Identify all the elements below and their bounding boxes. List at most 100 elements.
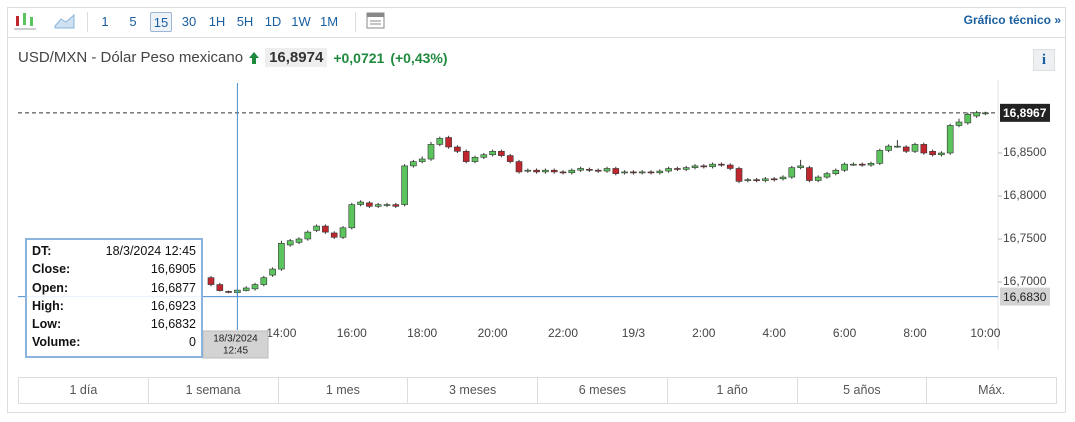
candle-body [295, 238, 303, 243]
candle-body [797, 165, 804, 168]
candle-body [515, 161, 523, 173]
candle-body [709, 163, 716, 168]
interval-button[interactable]: 1D [264, 14, 282, 29]
candle-body [392, 204, 400, 207]
tooltip-row: Volume: 0 [32, 335, 196, 353]
candle-body [286, 240, 294, 246]
candle-body [348, 204, 356, 229]
tooltip-row: High: 16,6923 [32, 299, 196, 317]
change: +0,0721 [333, 49, 385, 66]
candle-body [850, 163, 857, 166]
candle-body [894, 145, 901, 148]
tooltip-key: Volume: [32, 335, 81, 350]
up-arrow [249, 51, 260, 64]
last-price-label: 16,8967 [1003, 106, 1047, 120]
tooltip-value: 16,6923 [150, 298, 196, 313]
tooltip-key: Close: [32, 262, 71, 277]
y-tick-label: 16,8500 [1003, 145, 1047, 159]
technical-chart-link[interactable]: Gráfico técnico » [963, 13, 1061, 27]
candle-body [770, 178, 778, 181]
crosshair-x-box [202, 330, 269, 359]
x-tick-label: 14:00 [266, 326, 296, 340]
candle-body [744, 179, 752, 181]
candle-body [955, 121, 963, 126]
range-button[interactable]: 1 año [666, 378, 797, 403]
interval-button[interactable]: 30 [181, 14, 197, 29]
tooltip-value: 16,6877 [150, 280, 196, 295]
tooltip-row: Open: 16,6877 [32, 281, 196, 299]
y-tick-label: 16,7500 [1003, 231, 1047, 245]
candle-body [841, 163, 848, 171]
quote-header: USD/MXN - Dólar Peso mexicano 16,8974 +0… [18, 48, 448, 67]
x-tick-label: 18:00 [407, 326, 437, 340]
candle-body [313, 225, 320, 231]
range-button[interactable]: Máx. [926, 378, 1056, 403]
candle-body [753, 179, 760, 181]
interval-button[interactable]: 15 [150, 12, 172, 32]
candle-body [665, 168, 672, 172]
candle-body [973, 112, 980, 117]
symbol: USD/MXN - Dólar Peso mexicano [18, 49, 244, 66]
range-button[interactable]: 1 día [69, 383, 98, 397]
x-tick-label: 10:00 [970, 326, 1000, 340]
area-icon[interactable] [54, 12, 76, 30]
x-tick-label: 22:00 [548, 326, 578, 340]
x-tick-label: 6:00 [833, 326, 857, 340]
x-tick-label: 20:00 [478, 326, 508, 340]
candle-body [964, 114, 972, 124]
last-price-box [1000, 103, 1050, 122]
range-button[interactable]: 5 años [796, 378, 927, 403]
candle-body [779, 176, 787, 180]
interval-button[interactable]: 5 [129, 14, 137, 29]
range-button[interactable]: 3 meses [407, 378, 537, 403]
candle-body [630, 171, 637, 174]
candle-body [524, 169, 532, 172]
tooltip-value: 16,6905 [150, 262, 196, 277]
table-icon[interactable] [366, 12, 386, 30]
candle-body [946, 125, 954, 154]
candle-body [498, 150, 505, 156]
candle-body [867, 163, 875, 166]
tooltip-value: 0 [189, 335, 196, 350]
candle-body [506, 155, 514, 162]
candle-body [586, 169, 593, 171]
candle-body [621, 171, 628, 174]
candle-body [304, 231, 312, 240]
range-button[interactable]: 1 semana [147, 378, 278, 403]
candle-body [594, 169, 602, 172]
tooltip-row: DT: 18/3/2024 12:45 [32, 244, 196, 262]
x-tick-label: 8:00 [903, 326, 927, 340]
candle-body [269, 268, 276, 276]
candle-body [858, 163, 866, 166]
candle-body [322, 225, 329, 233]
range-button[interactable]: 6 meses [537, 378, 667, 403]
candle-icon[interactable] [14, 11, 38, 31]
crosshair-y-label: 16,6830 [1003, 290, 1047, 304]
change-pct: (+0,43%) [390, 49, 448, 66]
range-button[interactable]: 1 mes [277, 378, 408, 403]
interval-button[interactable]: 1W [291, 14, 311, 29]
candle-body [260, 277, 268, 285]
candle-body [339, 227, 347, 238]
price: 16,8974 [265, 48, 328, 67]
interval-button[interactable]: 1 [101, 14, 109, 29]
x-tick-label: 4:00 [763, 326, 787, 340]
candle-body [911, 144, 919, 152]
interval-button[interactable]: 5H [236, 14, 254, 29]
candle-body [638, 171, 646, 174]
candle-body [902, 146, 910, 152]
candle-body [357, 201, 364, 205]
info-button[interactable]: i [1033, 49, 1055, 71]
crosshair-x-time: 12:45 [223, 346, 248, 357]
candle-body [542, 169, 549, 173]
tooltip-row: Close: 16,6905 [32, 262, 196, 280]
candle-body [445, 137, 452, 148]
candle-body [550, 169, 558, 173]
crosshair-x-date: 18/3/2024 [213, 334, 258, 345]
candle-body [410, 161, 417, 167]
tooltip-key: High: [32, 298, 64, 313]
interval-button[interactable]: 1M [319, 14, 339, 29]
interval-button[interactable]: 1H [208, 14, 226, 29]
separator [355, 12, 356, 32]
